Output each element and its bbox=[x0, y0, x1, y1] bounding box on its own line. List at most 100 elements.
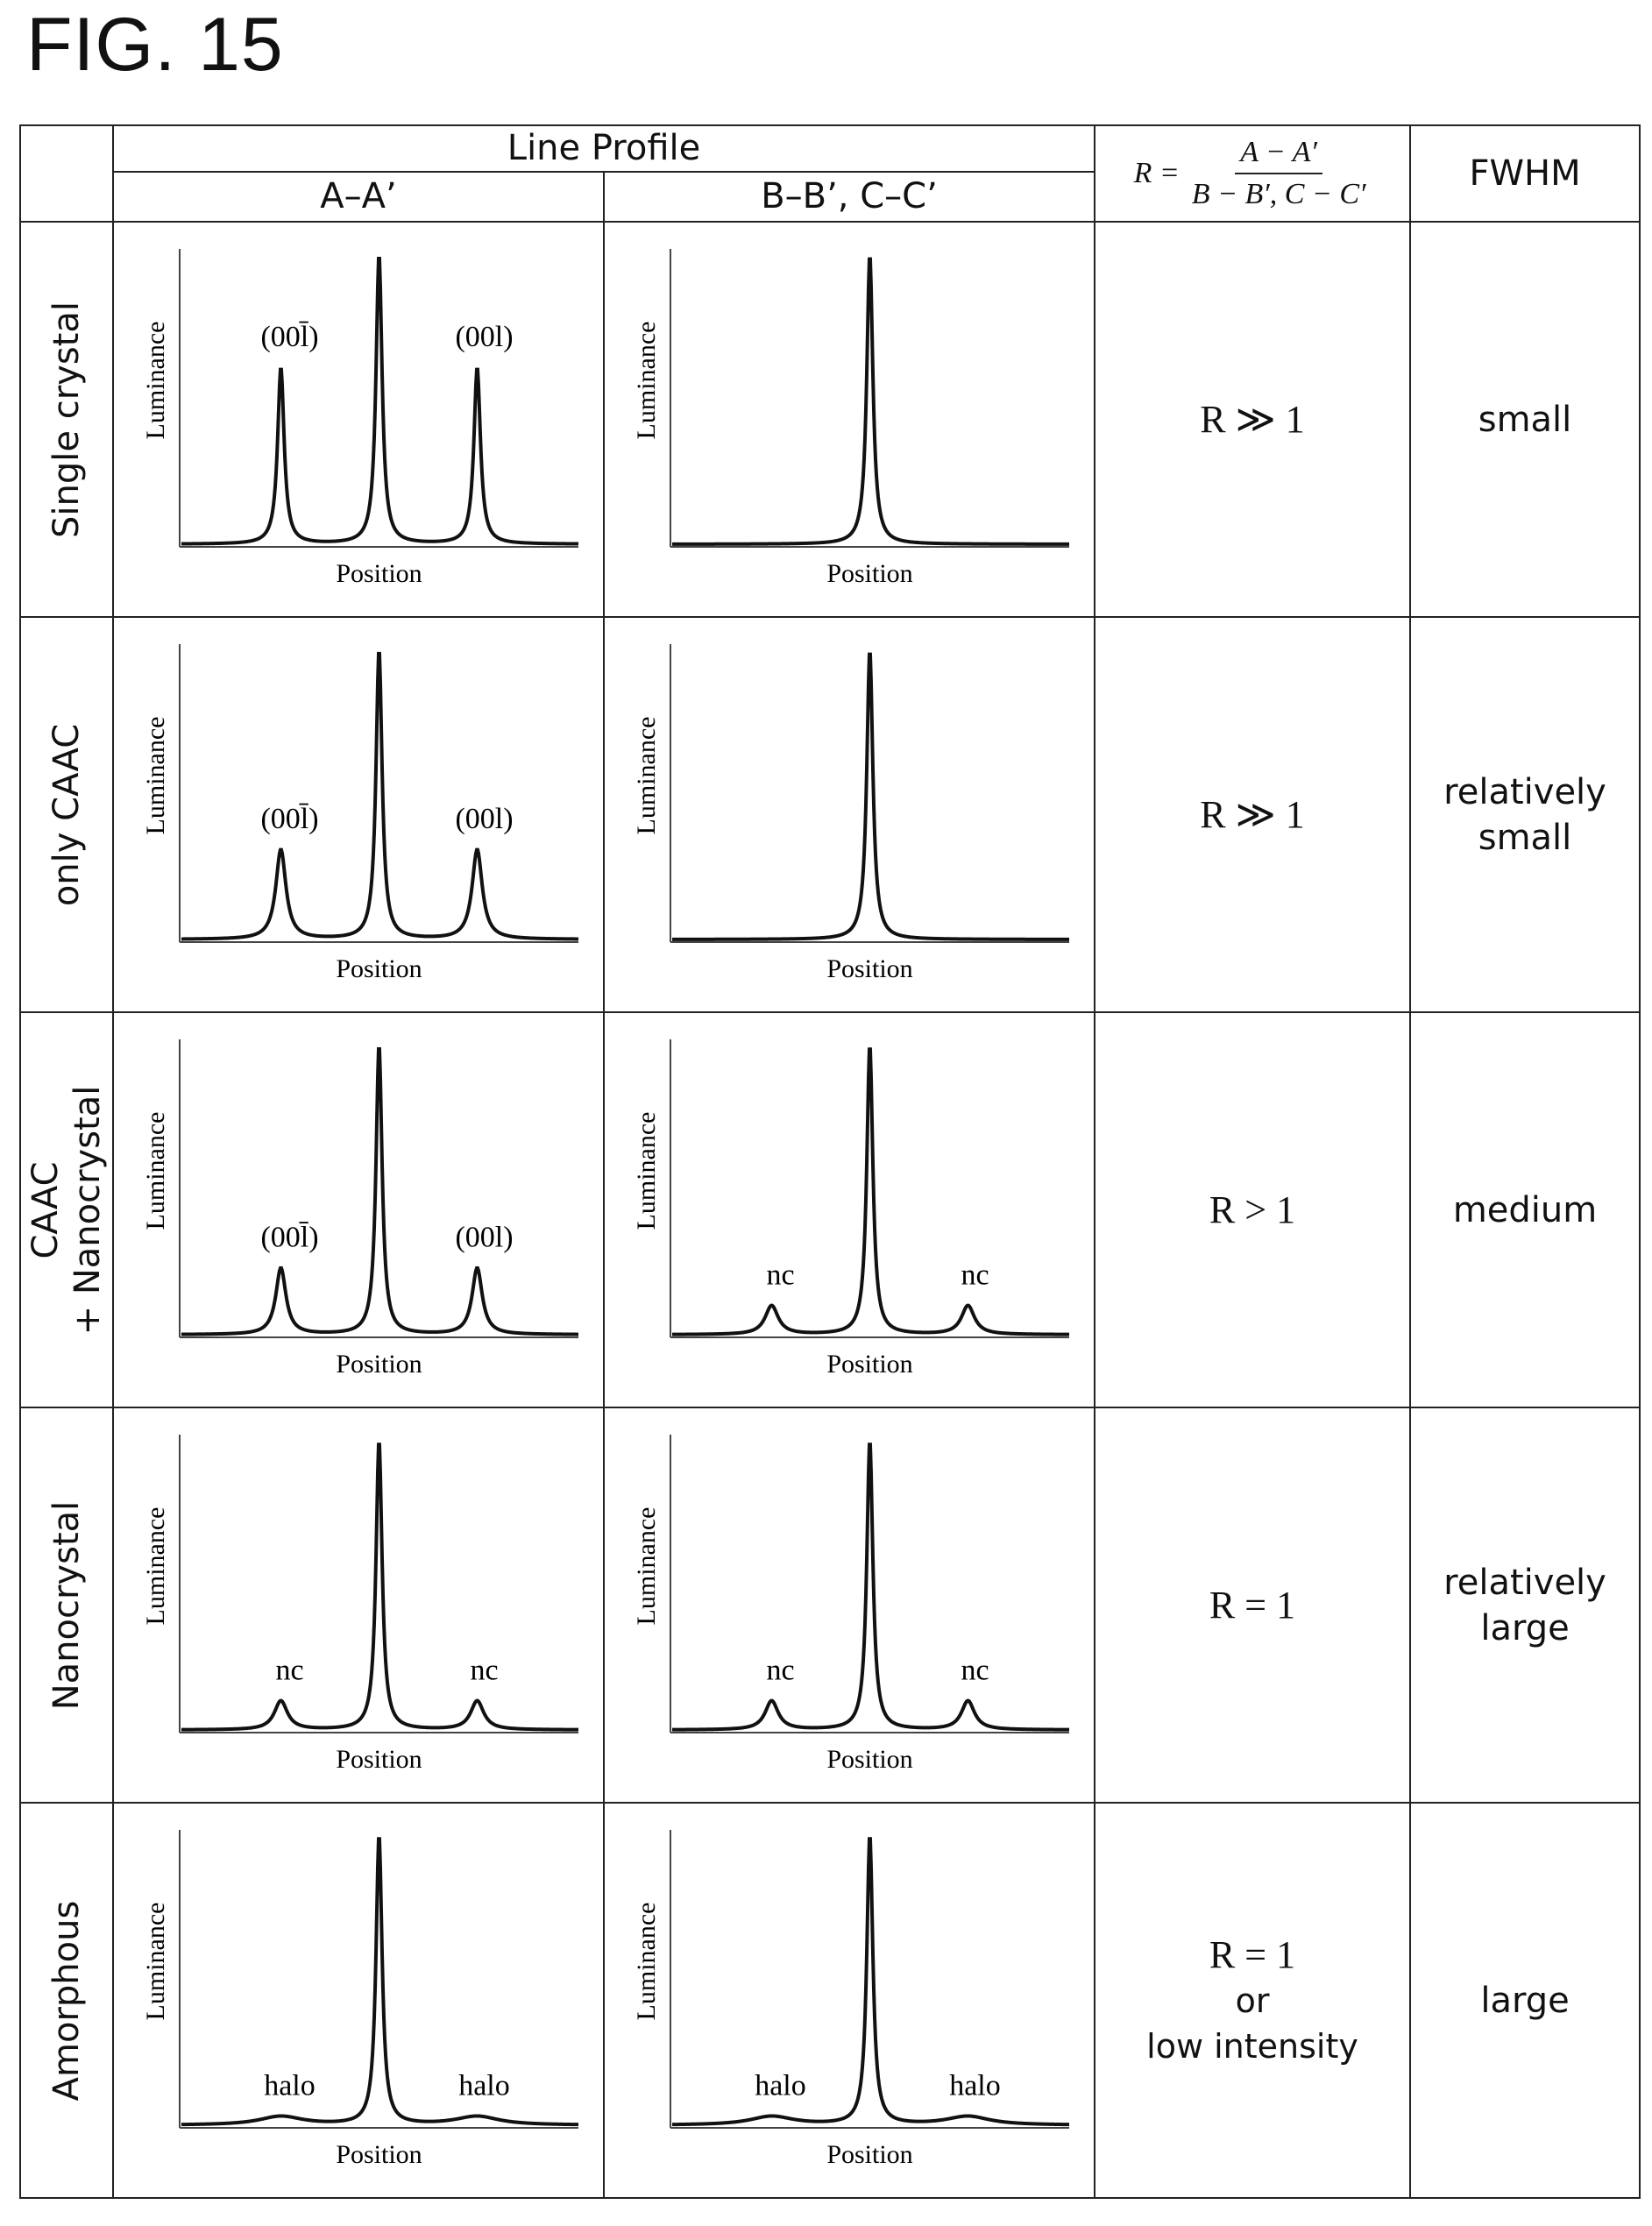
peak-label: (00l) bbox=[455, 803, 513, 835]
peak-label: (00l̄) bbox=[260, 321, 318, 353]
line-profile-table: Line Profile R = A − A′ B − B′, C − C′ F… bbox=[19, 124, 1641, 2199]
peak-label: (00l̄) bbox=[260, 1222, 318, 1254]
profile-curve bbox=[671, 652, 1069, 941]
ratio-cell: R > 1 bbox=[1094, 1011, 1412, 1408]
profile-curve bbox=[181, 1047, 579, 1336]
profile-curve bbox=[671, 1047, 1070, 1336]
col-bb-header: B–B’, C–C’ bbox=[602, 170, 1096, 223]
peak-label: (00l̄) bbox=[260, 803, 318, 835]
profile-curve bbox=[181, 256, 579, 546]
line-profile-plot: Luminance Position halo halo bbox=[141, 1830, 579, 2169]
profile-curve bbox=[181, 1837, 579, 2127]
row-label: Nanocrystal bbox=[46, 1500, 88, 1710]
row-label-cell: only CAAC bbox=[19, 616, 114, 1013]
fwhm-cell: large bbox=[1409, 1802, 1641, 2199]
plot-cell-aa: Luminance Position (00l̄) (00l) bbox=[112, 221, 605, 618]
x-axis-label: Position bbox=[826, 1350, 912, 1379]
ratio-cell: R = 1 or low intensity bbox=[1094, 1802, 1412, 2199]
ratio-numerator: A − A′ bbox=[1235, 136, 1322, 174]
profile-curve bbox=[181, 1443, 579, 1732]
profile-curve bbox=[671, 1443, 1070, 1732]
y-axis-label: Luminance bbox=[141, 322, 170, 440]
x-axis-label: Position bbox=[826, 559, 912, 588]
line-profile-plot: Luminance Position nc nc bbox=[632, 1435, 1070, 1774]
line-profile-plot: Luminance Position halo halo bbox=[632, 1830, 1070, 2169]
fwhm-cell: relatively large bbox=[1409, 1407, 1641, 1804]
table-row: Amorphous Luminance Position halo halo Lumina… bbox=[19, 1802, 1641, 2199]
peak-label: (00l) bbox=[455, 1222, 513, 1254]
row-label: Amorphous bbox=[46, 1900, 88, 2101]
ratio-formula-header: R = A − A′ B − B′, C − C′ bbox=[1094, 124, 1412, 223]
peak-label: nc bbox=[275, 1655, 303, 1687]
y-axis-label: Luminance bbox=[632, 1112, 661, 1230]
row-label-line: only CAAC bbox=[46, 723, 87, 906]
plot-cell-bb: Luminance Position nc nc bbox=[602, 1011, 1096, 1408]
x-axis-label: Position bbox=[336, 559, 422, 588]
peak-label: nc bbox=[766, 1655, 794, 1687]
fwhm-line: small bbox=[1478, 399, 1572, 440]
plot-cell-bb: Luminance Position bbox=[602, 221, 1096, 618]
ratio-line: R ≫ 1 bbox=[1200, 397, 1305, 441]
row-label-line: Amorphous bbox=[46, 1900, 87, 2101]
ratio-cell: R ≫ 1 bbox=[1094, 616, 1412, 1013]
fwhm-cell: small bbox=[1409, 221, 1641, 618]
row-label-line: Single crystal bbox=[46, 301, 87, 538]
y-axis-label: Luminance bbox=[632, 1903, 661, 2021]
peak-label: halo bbox=[949, 2070, 1001, 2102]
ratio-cell: R = 1 bbox=[1094, 1407, 1412, 1804]
plot-cell-aa: Luminance Position (00l̄) (00l) bbox=[112, 616, 605, 1013]
table-row: only CAAC Luminance Position (00l̄) (00l) Lum… bbox=[19, 616, 1641, 1013]
peak-label: nc bbox=[470, 1655, 498, 1687]
y-axis-label: Luminance bbox=[632, 322, 661, 440]
plot-cell-bb: Luminance Position halo halo bbox=[602, 1802, 1096, 2199]
y-axis-label: Luminance bbox=[141, 717, 170, 835]
ratio-denominator: B − B′, C − C′ bbox=[1191, 178, 1366, 210]
y-axis-label: Luminance bbox=[632, 1507, 661, 1626]
fwhm-line: large bbox=[1480, 1980, 1570, 2021]
line-profile-plot: Luminance Position (00l̄) (00l) bbox=[141, 1039, 579, 1379]
x-axis-label: Position bbox=[336, 954, 422, 983]
x-axis-label: Position bbox=[336, 2140, 422, 2169]
peak-label: (00l) bbox=[455, 321, 513, 353]
table-row: CAAC + Nanocrystal Luminance Position (00l̄)… bbox=[19, 1011, 1641, 1408]
plot-cell-bb: Luminance Position nc nc bbox=[602, 1407, 1096, 1804]
fwhm-line: small bbox=[1478, 817, 1572, 858]
figure-title: FIG. 15 bbox=[26, 3, 284, 87]
ratio-line: R > 1 bbox=[1209, 1187, 1296, 1231]
y-axis-label: Luminance bbox=[141, 1112, 170, 1230]
line-profile-plot: Luminance Position nc nc bbox=[141, 1435, 579, 1774]
profile-curve bbox=[671, 1837, 1070, 2127]
line-profile-plot: Luminance Position bbox=[632, 644, 1069, 983]
line-profile-header: Line Profile bbox=[111, 124, 1096, 173]
ratio-cell: R ≫ 1 bbox=[1094, 221, 1412, 618]
row-label-cell: Nanocrystal bbox=[19, 1407, 114, 1804]
y-axis-label: Luminance bbox=[141, 1903, 170, 2021]
row-label-line: CAAC bbox=[25, 1161, 66, 1258]
x-axis-label: Position bbox=[336, 1745, 422, 1774]
row-label-line: Nanocrystal bbox=[46, 1500, 87, 1710]
peak-label: halo bbox=[264, 2070, 316, 2102]
corner-cell bbox=[19, 124, 114, 223]
peak-label: nc bbox=[961, 1655, 989, 1687]
fwhm-cell: relatively small bbox=[1409, 616, 1641, 1013]
row-label-cell: Single crystal bbox=[19, 221, 114, 618]
profile-curve bbox=[181, 651, 579, 941]
row-label-cell: Amorphous bbox=[19, 1802, 114, 2199]
row-label: CAAC + Nanocrystal bbox=[25, 1085, 109, 1335]
plot-cell-aa: Luminance Position (00l̄) (00l) bbox=[112, 1011, 605, 1408]
ratio-fraction: A − A′ B − B′, C − C′ bbox=[1187, 136, 1372, 211]
line-profile-plot: Luminance Position bbox=[632, 249, 1069, 588]
ratio-lhs: R = bbox=[1133, 157, 1180, 189]
profile-curve bbox=[671, 257, 1069, 546]
plot-cell-bb: Luminance Position bbox=[602, 616, 1096, 1013]
plot-cell-aa: Luminance Position halo halo bbox=[112, 1802, 605, 2199]
row-label-line: + Nanocrystal bbox=[67, 1085, 108, 1335]
peak-label: nc bbox=[766, 1259, 794, 1292]
row-label-cell: CAAC + Nanocrystal bbox=[19, 1011, 114, 1408]
table-row: Nanocrystal Luminance Position nc nc Luminanc… bbox=[19, 1407, 1641, 1804]
x-axis-label: Position bbox=[336, 1350, 422, 1379]
line-profile-plot: Luminance Position (00l̄) (00l) bbox=[141, 249, 579, 588]
peak-label: halo bbox=[458, 2070, 510, 2102]
ratio-line: R = 1 bbox=[1209, 1583, 1296, 1627]
peak-label: nc bbox=[961, 1259, 989, 1292]
